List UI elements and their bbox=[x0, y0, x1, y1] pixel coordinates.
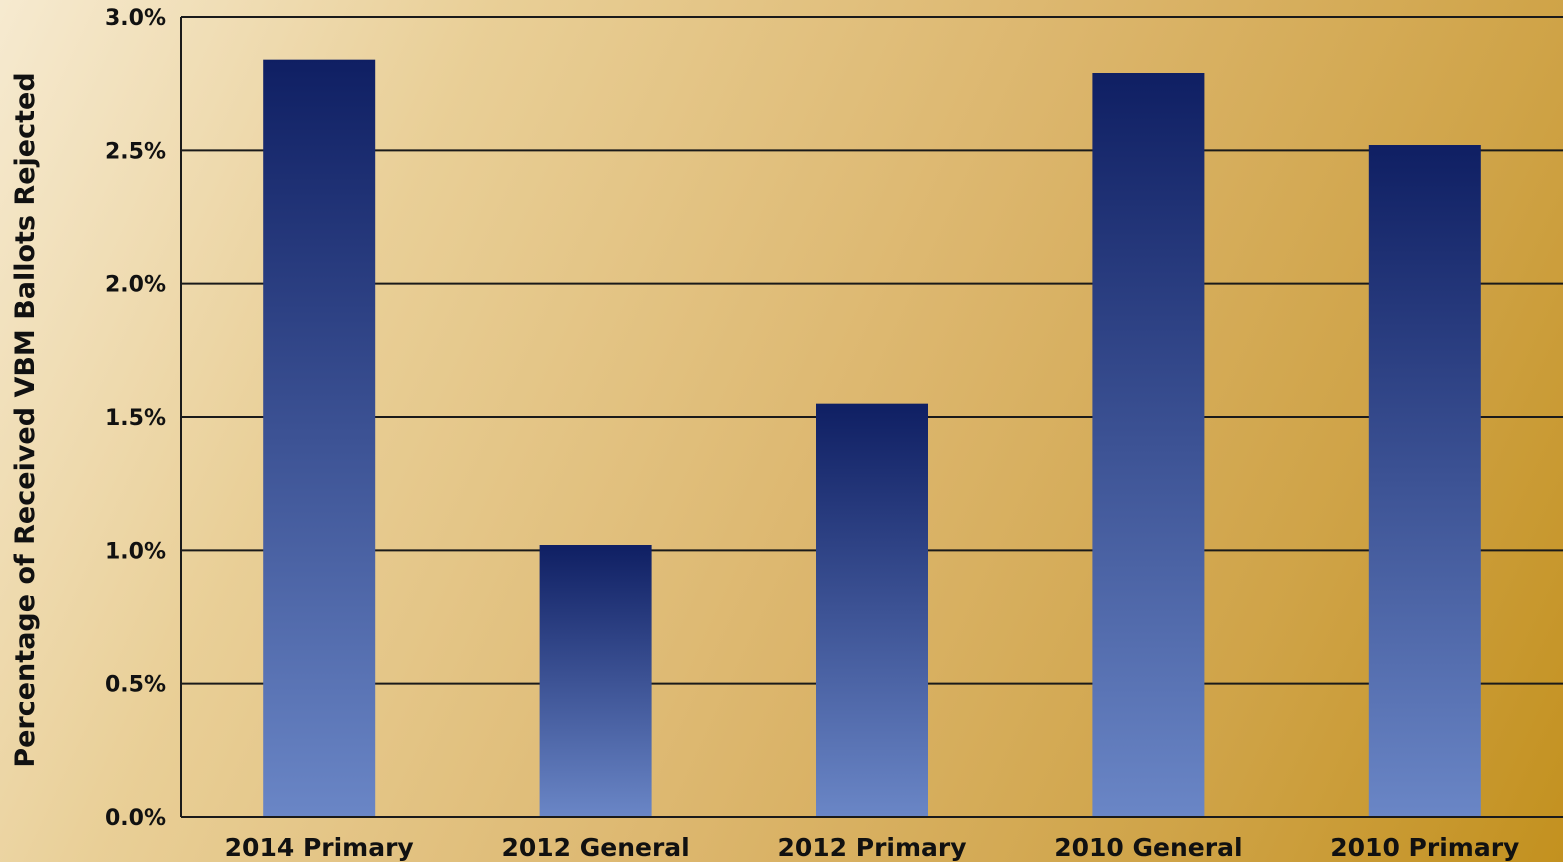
x-category-label: 2012 Primary bbox=[777, 833, 966, 862]
bar bbox=[1368, 145, 1481, 817]
y-axis-ticks: 0.0% 0.5% 1.0% 1.5% 2.0% 2.5% 3.0% bbox=[105, 6, 166, 831]
y-tick-label: 2.5% bbox=[105, 139, 166, 164]
bars bbox=[263, 59, 1481, 817]
y-tick-label: 0.5% bbox=[105, 673, 166, 698]
y-tick-label: 1.0% bbox=[105, 539, 166, 564]
bar bbox=[816, 403, 928, 817]
y-tick-label: 0.0% bbox=[105, 806, 166, 831]
bar bbox=[263, 59, 376, 817]
bar bbox=[1092, 73, 1205, 817]
x-category-label: 2012 General bbox=[501, 833, 689, 862]
x-category-label: 2010 Primary bbox=[1330, 833, 1519, 862]
x-category-label: 2014 Primary bbox=[225, 833, 414, 862]
y-axis-title: Percentage of Received VBM Ballots Rejec… bbox=[10, 72, 41, 767]
bar bbox=[539, 545, 652, 817]
x-axis-labels: 2014 Primary 2012 General 2012 Primary 2010… bbox=[225, 833, 1520, 862]
y-tick-label: 1.5% bbox=[105, 406, 166, 431]
y-tick-label: 2.0% bbox=[105, 273, 166, 298]
x-category-label: 2010 General bbox=[1054, 833, 1242, 862]
y-tick-label: 3.0% bbox=[105, 6, 166, 31]
